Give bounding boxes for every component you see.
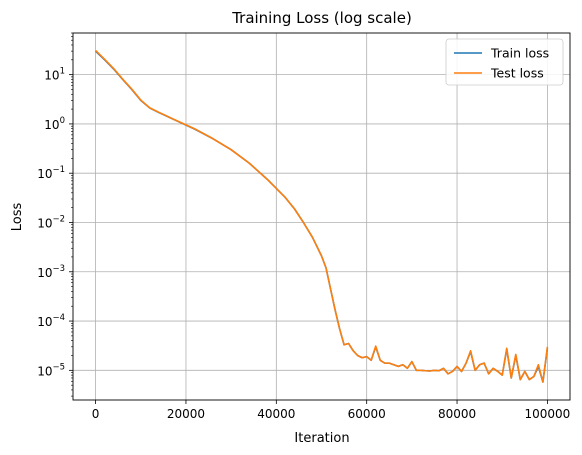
grid-lines xyxy=(73,33,570,400)
plot-frame xyxy=(72,32,571,401)
y-tick-label-base: 10 xyxy=(37,266,52,280)
legend-label: Test loss xyxy=(490,66,544,81)
y-tick-label: 10−3 xyxy=(37,264,65,280)
y-tick-label-exponent: 0 xyxy=(60,116,65,126)
x-tick-label: 80000 xyxy=(438,407,476,421)
chart-title: Training Loss (log scale) xyxy=(231,9,412,27)
legend: Train loss Test loss xyxy=(445,38,564,86)
y-tick-label: 101 xyxy=(44,67,65,83)
y-tick-label-exponent: −3 xyxy=(52,264,65,274)
series-lines xyxy=(95,49,549,383)
x-tick-label: 60000 xyxy=(348,407,386,421)
x-tick-label: 40000 xyxy=(257,407,295,421)
y-axis-label: Loss xyxy=(10,203,25,232)
series-line-test-loss xyxy=(95,49,549,383)
y-tick-label: 10−5 xyxy=(37,362,65,378)
y-tick-label: 10−4 xyxy=(37,313,65,329)
y-tick-label: 10−2 xyxy=(37,214,65,230)
y-tick-label-exponent: −1 xyxy=(52,165,65,175)
x-tick-label: 100000 xyxy=(525,407,571,421)
y-tick-label: 10−1 xyxy=(37,165,65,181)
y-tick-label-exponent: −2 xyxy=(52,214,65,224)
x-tick-label: 20000 xyxy=(167,407,205,421)
y-tick-label-base: 10 xyxy=(37,216,52,230)
x-axis-label: Iteration xyxy=(294,431,349,446)
x-axis-ticks: 0 20000 40000 60000 80000 100000 xyxy=(92,400,571,421)
y-tick-label-exponent: −5 xyxy=(52,362,65,372)
y-tick-label-exponent: −4 xyxy=(52,313,65,323)
y-tick-label-base: 10 xyxy=(44,69,59,83)
y-tick-label-base: 10 xyxy=(37,315,52,329)
y-tick-label-base: 10 xyxy=(37,364,52,378)
y-tick-label-base: 10 xyxy=(37,167,52,181)
x-tick-label: 0 xyxy=(92,407,100,421)
y-tick-label: 100 xyxy=(44,116,65,132)
y-tick-label-base: 10 xyxy=(44,118,59,132)
y-tick-label-exponent: 1 xyxy=(60,67,65,77)
legend-label: Train loss xyxy=(490,46,549,61)
